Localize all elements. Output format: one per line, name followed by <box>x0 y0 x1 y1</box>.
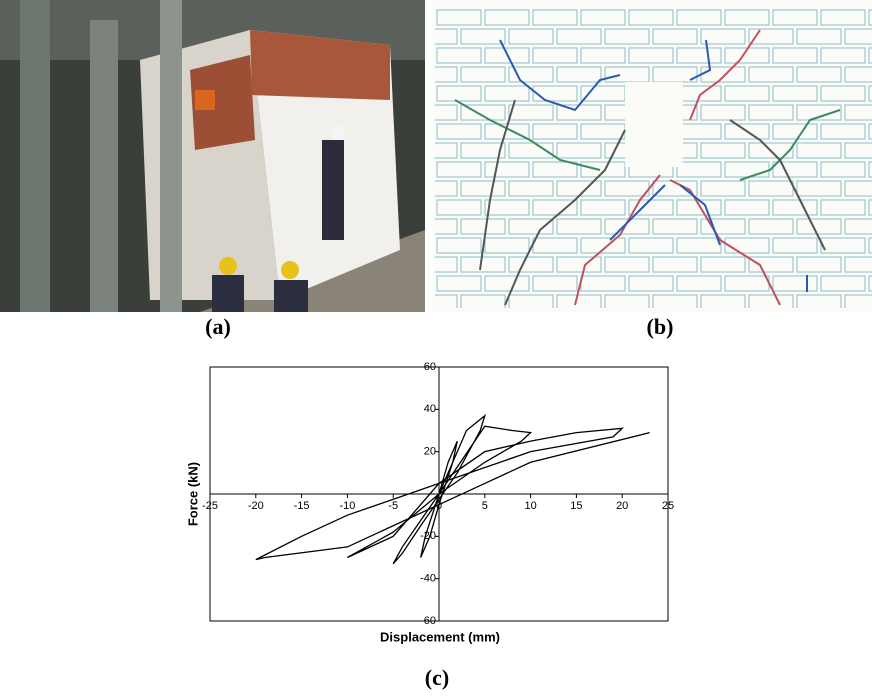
photo-a <box>0 0 425 312</box>
y-tick-label: 20 <box>424 446 436 458</box>
x-tick-label: -15 <box>294 500 310 512</box>
panel-label: (b) <box>647 314 674 339</box>
x-tick-label: -5 <box>388 500 398 512</box>
x-tick-label: -10 <box>339 500 355 512</box>
hysteresis-curve <box>255 413 650 565</box>
x-tick-label: 10 <box>524 500 536 512</box>
panel-label: (a) <box>205 314 231 339</box>
x-tick-label: 20 <box>616 500 628 512</box>
x-tick-label: 15 <box>570 500 582 512</box>
x-tick-label: 5 <box>482 500 488 512</box>
panel-label: (c) <box>425 665 449 690</box>
x-tick-label: 25 <box>662 500 674 512</box>
y-tick-label: 60 <box>424 361 436 373</box>
x-tick-label: -25 <box>202 500 218 512</box>
x-axis-title: Displacement (mm) <box>380 629 500 644</box>
y-tick-label: -60 <box>420 615 436 627</box>
y-axis-title: Force (kN) <box>185 462 200 526</box>
crack-map-b <box>433 0 872 312</box>
x-tick-label: -20 <box>248 500 264 512</box>
y-tick-label: 40 <box>424 403 436 415</box>
y-tick-label: -40 <box>420 573 436 585</box>
